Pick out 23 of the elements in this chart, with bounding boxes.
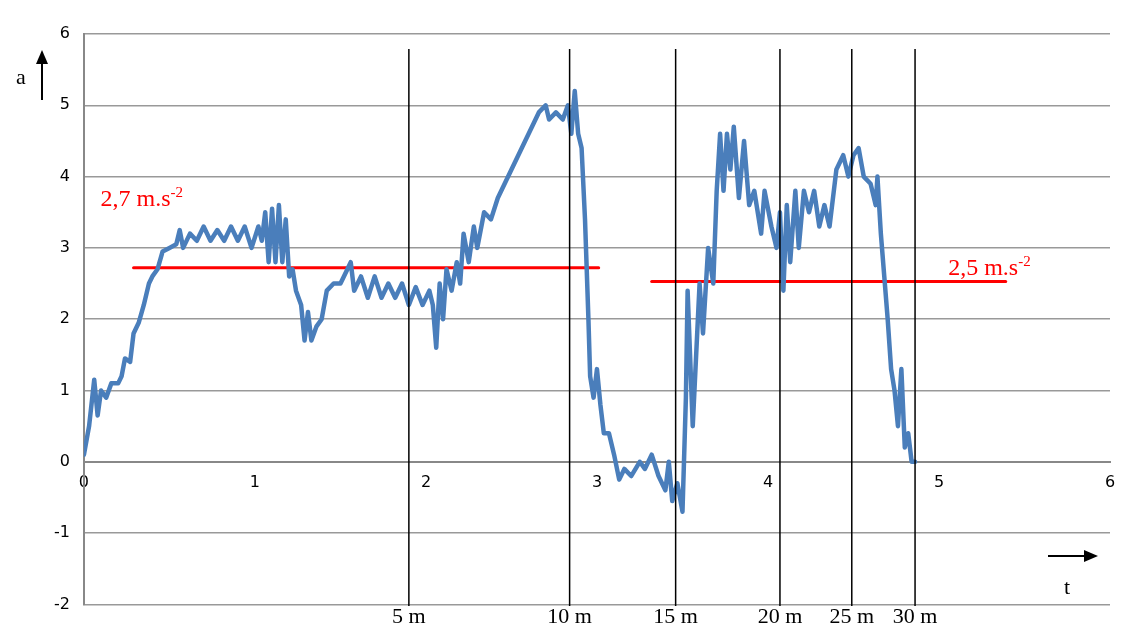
x-tick-label: 2 [420,471,432,491]
ref-line-label: 5 m [392,602,426,628]
y-tick-label: 3 [59,237,70,257]
y-axis-title: a [16,64,26,90]
ref-line-label: 20 m [757,602,803,628]
x-tick-label: 6 [1104,471,1116,491]
x-tick-label: 3 [591,471,603,491]
x-tick-label: 4 [762,471,774,491]
y-tick-label: 6 [59,23,70,43]
ref-line-label: 25 m [829,602,875,628]
ref-line-label: 10 m [547,602,592,628]
y-tick-label: -2 [54,593,70,613]
x-tick-label: 5 [933,471,945,491]
ref-line-label: 15 m [653,602,698,628]
y-tick-label: 1 [59,379,70,399]
y-tick-label: 2 [59,308,70,328]
x-axis-title: t [1064,574,1071,600]
ref-line-label: 30 m [892,602,938,628]
y-tick-label: 4 [59,165,70,185]
y-tick-label: 0 [59,450,70,470]
y-tick-label: -1 [54,522,70,542]
y-tick-label: 5 [59,94,70,114]
x-tick-label: 1 [249,471,261,491]
